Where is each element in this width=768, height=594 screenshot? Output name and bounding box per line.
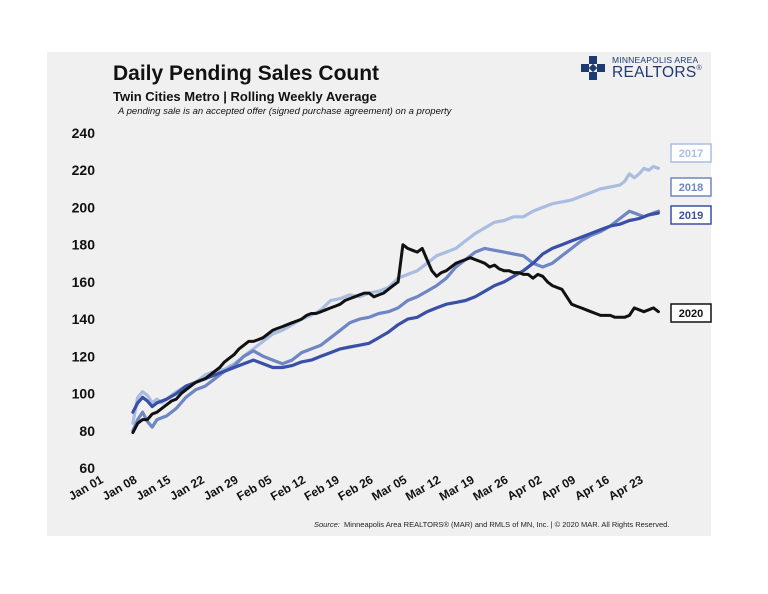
x-tick-label: Feb 12 — [268, 472, 308, 503]
x-tick-label: Jan 08 — [100, 472, 140, 503]
x-tick-label: Apr 16 — [572, 472, 612, 503]
y-tick-label: 80 — [79, 423, 95, 439]
series-line-2018 — [131, 209, 661, 433]
chart-note: A pending sale is an accepted offer (sig… — [118, 106, 452, 117]
x-tick-label: Mar 05 — [369, 472, 409, 503]
series-label-2019: 2019 — [670, 205, 712, 225]
chart-title: Daily Pending Sales Count — [113, 62, 380, 85]
x-tick-label: Mar 26 — [470, 472, 510, 503]
y-tick-label: 240 — [72, 125, 96, 141]
y-tick-label: 120 — [72, 348, 96, 364]
logo-line-2: REALTORS® — [612, 63, 702, 81]
y-tick-label: 200 — [72, 199, 96, 215]
svg-text:2020: 2020 — [679, 308, 703, 320]
realtors-cross-logo-icon — [581, 56, 605, 80]
svg-text:2017: 2017 — [679, 148, 703, 160]
x-tick-label: Jan 15 — [134, 472, 174, 503]
source-note: Source: Minneapolis Area REALTORS® (MAR)… — [314, 520, 670, 529]
y-axis-ticks: 60 80 100 120 140 160 180 200 220 240 — [72, 125, 96, 476]
logo-line-1: MINNEAPOLIS AREA — [612, 55, 699, 65]
series-label-2017: 2017 — [670, 143, 712, 163]
y-tick-label: 100 — [72, 386, 96, 402]
x-tick-label: Apr 23 — [606, 472, 646, 503]
y-tick-label: 220 — [72, 162, 96, 178]
y-tick-label: 180 — [72, 237, 96, 253]
x-tick-label: Jan 29 — [201, 472, 241, 503]
x-tick-label: Feb 19 — [302, 472, 342, 503]
x-tick-label: Jan 01 — [66, 472, 106, 503]
x-tick-label: Mar 19 — [437, 472, 477, 503]
series-lines — [131, 164, 661, 435]
y-tick-label: 160 — [72, 274, 96, 290]
svg-text:2019: 2019 — [679, 210, 703, 222]
series-labels: 2017 2018 2019 2020 — [670, 143, 712, 323]
x-tick-label: Feb 26 — [336, 472, 376, 503]
svg-text:2018: 2018 — [679, 182, 703, 194]
x-tick-label: Apr 02 — [505, 472, 545, 503]
series-line-2017 — [131, 164, 661, 425]
series-label-2018: 2018 — [670, 177, 712, 197]
chart-subtitle: Twin Cities Metro | Rolling Weekly Avera… — [113, 89, 377, 104]
x-tick-label: Mar 12 — [403, 472, 443, 503]
y-tick-label: 60 — [79, 460, 95, 476]
x-tick-label: Feb 05 — [234, 472, 274, 503]
x-tick-label: Jan 22 — [167, 472, 207, 503]
series-label-2020: 2020 — [670, 303, 712, 323]
y-tick-label: 140 — [72, 311, 96, 327]
series-line-2020 — [131, 243, 660, 435]
x-tick-label: Apr 09 — [539, 472, 579, 503]
realtors-logo: MINNEAPOLIS AREA REALTORS® — [580, 53, 710, 83]
